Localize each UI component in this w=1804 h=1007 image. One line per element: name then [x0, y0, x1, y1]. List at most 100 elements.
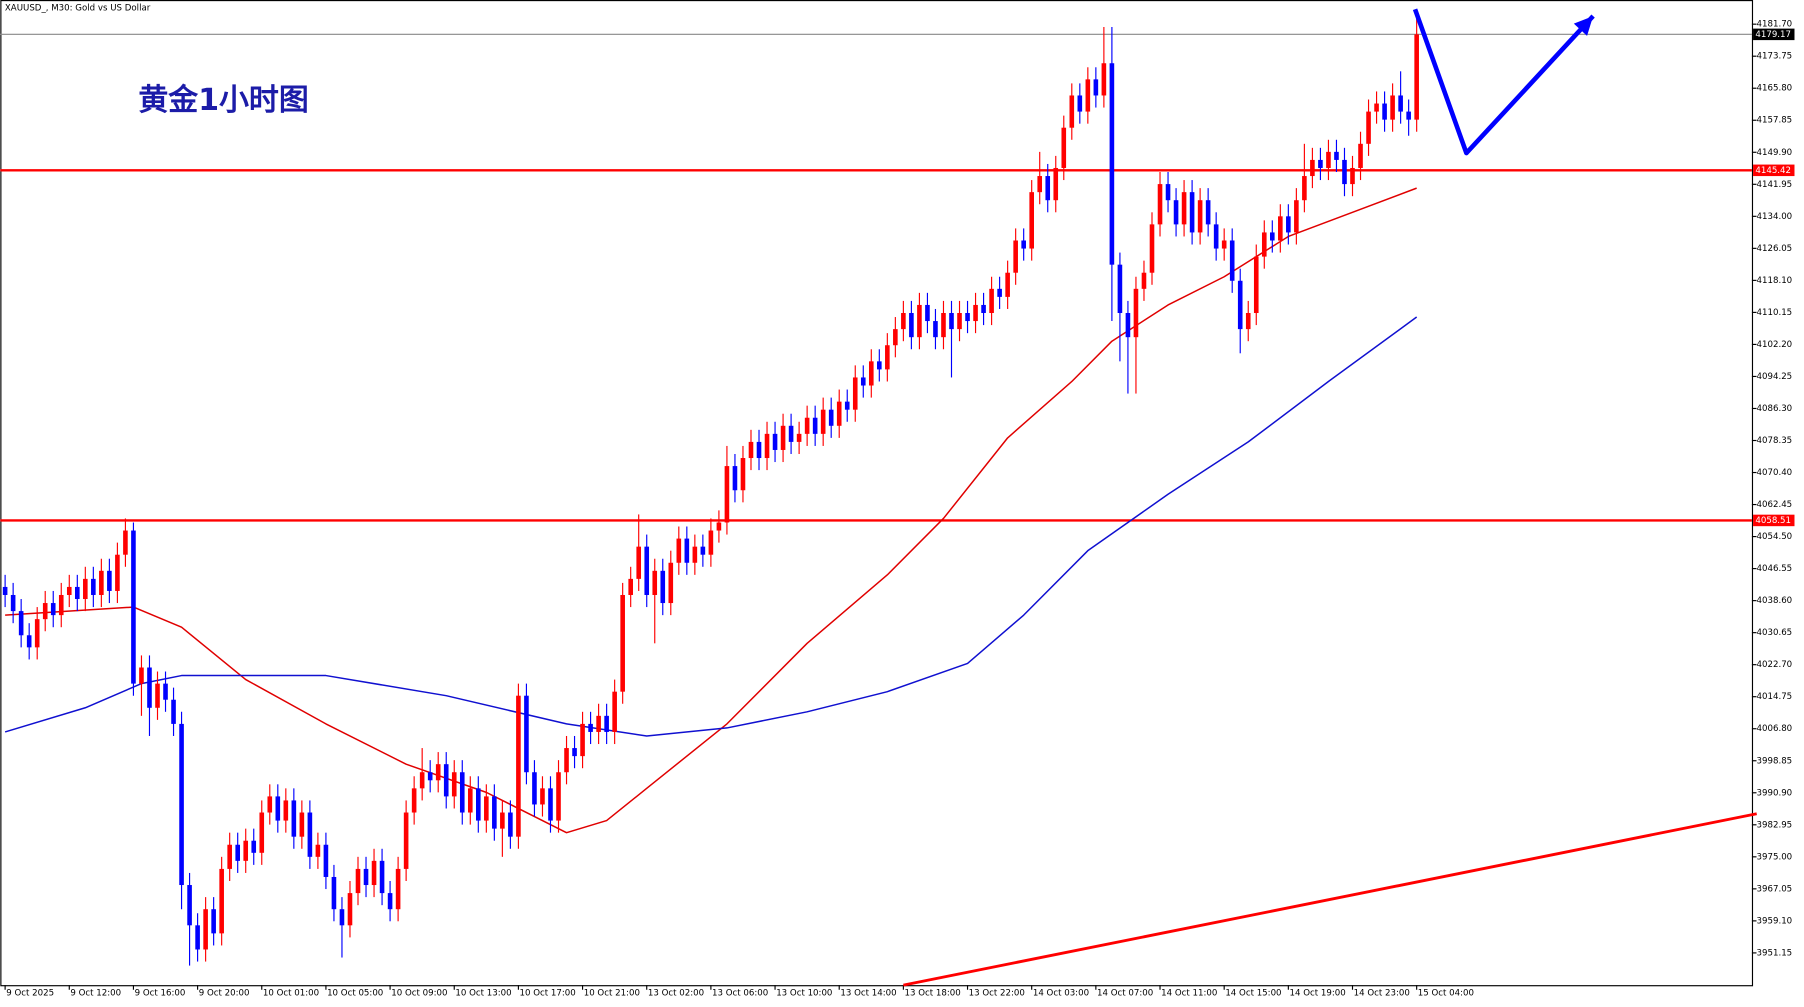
- candle-body: [949, 313, 954, 330]
- candle-body: [532, 772, 537, 805]
- moving-average: [5, 187, 1417, 834]
- candle-body: [860, 377, 866, 386]
- candle-body: [957, 313, 962, 330]
- candle-body: [139, 667, 144, 684]
- candle-body: [1342, 159, 1347, 185]
- y-tick-label: 3975.00: [1757, 852, 1793, 862]
- candle-body: [283, 800, 289, 821]
- candle-body: [1141, 272, 1147, 289]
- x-tick-label: 10 Oct 17:00: [520, 989, 576, 999]
- candle-body: [564, 748, 569, 773]
- candle-body: [997, 288, 1002, 297]
- candle-body: [1069, 95, 1075, 128]
- candle-body: [403, 812, 409, 869]
- candle-body: [219, 868, 224, 934]
- y-tick-label: 4086.30: [1757, 404, 1793, 414]
- candle-body: [1406, 111, 1411, 120]
- candle-body: [275, 796, 281, 821]
- candle-body: [1037, 176, 1043, 193]
- y-tick-label: 4062.45: [1757, 500, 1793, 510]
- candle-body: [379, 860, 385, 894]
- candle-body: [1005, 272, 1010, 297]
- candle-body: [524, 695, 529, 773]
- candle-body: [1318, 159, 1323, 168]
- candle-body: [548, 788, 553, 821]
- candle-body: [42, 603, 48, 620]
- candle-body: [1310, 159, 1315, 177]
- candle-body: [492, 796, 497, 829]
- candle-body: [1021, 240, 1026, 249]
- candle-body: [1157, 184, 1163, 225]
- candle-body: [836, 401, 842, 426]
- candle-body: [99, 570, 104, 595]
- candle-body: [684, 538, 690, 563]
- candle-body: [147, 667, 152, 708]
- candle-body: [171, 699, 176, 724]
- candle-body: [1358, 143, 1363, 168]
- candle-body: [451, 772, 457, 797]
- x-tick-label: 14 Oct 19:00: [1289, 989, 1345, 999]
- candle-body: [620, 594, 625, 692]
- candle-body: [419, 772, 425, 789]
- candle-body: [756, 441, 762, 459]
- candle-body: [1197, 200, 1203, 233]
- candle-body: [484, 796, 489, 821]
- candle-body: [1245, 313, 1251, 330]
- candle-body: [1237, 280, 1243, 330]
- candle-body: [1302, 176, 1307, 201]
- candle-body: [195, 925, 200, 950]
- x-tick-label: 10 Oct 05:00: [327, 989, 383, 999]
- x-tick-label: 13 Oct 10:00: [776, 989, 832, 999]
- x-tick-label: 9 Oct 16:00: [135, 989, 186, 999]
- candle-body: [347, 893, 353, 926]
- candle-body: [1253, 256, 1259, 314]
- candle-body: [676, 538, 682, 563]
- candle-body: [668, 562, 674, 604]
- candle-body: [901, 313, 906, 330]
- level-label: 4145.42: [1755, 166, 1791, 176]
- candle-body: [339, 909, 345, 926]
- candle-body: [500, 812, 505, 829]
- candle-body: [163, 683, 168, 700]
- candle-body: [331, 876, 337, 910]
- candle-body: [211, 909, 216, 934]
- candle-body: [660, 570, 666, 604]
- candle-body: [1398, 95, 1403, 112]
- x-tick-label: 13 Oct 22:00: [969, 989, 1025, 999]
- candle-body: [1189, 192, 1195, 233]
- candle-body: [652, 570, 658, 595]
- candle-body: [1350, 167, 1355, 185]
- x-tick-label: 13 Oct 18:00: [905, 989, 961, 999]
- y-tick-label: 4126.05: [1757, 244, 1793, 254]
- x-tick-label: 15 Oct 04:00: [1418, 989, 1474, 999]
- candle-body: [981, 304, 986, 314]
- candle-body: [868, 361, 874, 386]
- candle-body: [596, 715, 601, 732]
- x-tick-label: 10 Oct 09:00: [391, 989, 447, 999]
- x-tick-label: 9 Oct 20:00: [199, 989, 250, 999]
- candle-body: [708, 530, 714, 555]
- x-tick-label: 10 Oct 01:00: [263, 989, 319, 999]
- candle-body: [724, 466, 730, 523]
- candle-body: [941, 313, 946, 338]
- y-tick-label: 4102.20: [1757, 340, 1793, 350]
- candle-body: [764, 433, 770, 459]
- candle-body: [179, 723, 184, 886]
- x-tick-label: 14 Oct 15:00: [1225, 989, 1281, 999]
- y-tick-label: 4134.00: [1757, 212, 1793, 222]
- candle-body: [91, 578, 96, 595]
- candle-body: [395, 868, 401, 910]
- last-price-box: [1753, 28, 1795, 41]
- moving-average: [4, 316, 1418, 737]
- candle-body: [1414, 34, 1419, 120]
- candle-body: [235, 844, 241, 861]
- y-tick-label: 4038.60: [1757, 596, 1793, 606]
- candle-body: [18, 611, 24, 636]
- candle-body: [1366, 111, 1371, 144]
- y-tick-label: 3998.85: [1757, 756, 1793, 766]
- arrow-head: [1573, 16, 1594, 36]
- candle-body: [307, 812, 313, 857]
- candle-body: [804, 417, 810, 434]
- candle-body: [636, 546, 642, 579]
